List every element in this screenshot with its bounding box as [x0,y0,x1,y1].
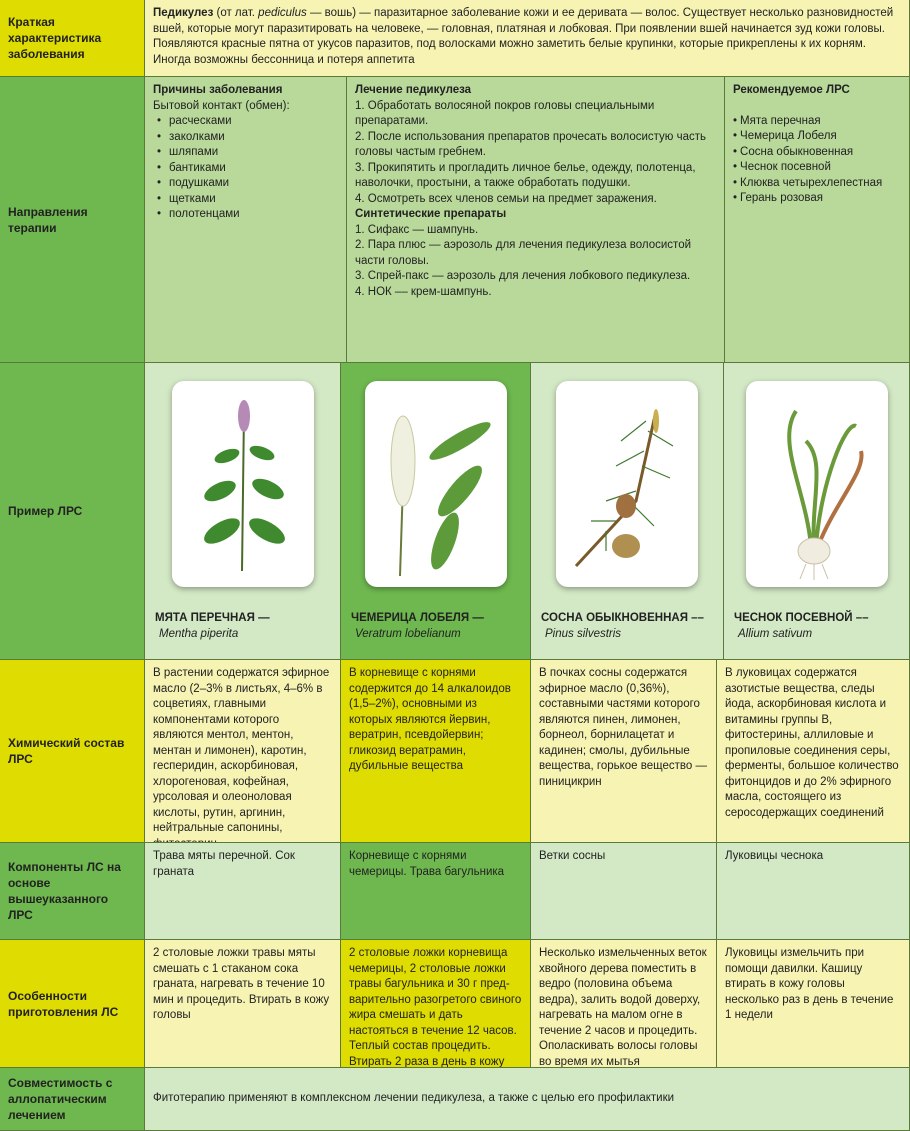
row-label-therapy: Направления терапии [0,77,145,363]
plant-name: ЧЕМЕРИЦА ЛОБЕЛЯ — [351,612,484,624]
plant-cell-garlic: ЧЕСНОК ПОСЕВНОЙ –– Allium sativum [724,363,910,660]
list-item: бантиками [153,161,338,177]
recommended-title: Рекомендуемое ЛРС [733,84,850,96]
components-cell: Трава мяты перечной. Сок граната [145,843,341,940]
mint-image [171,381,314,587]
plant-latin: Veratrum lobelianum [355,628,461,640]
row-label-compatibility: Совместимость с аллопатическим лечением [0,1068,145,1131]
row-label-summary: Краткая характеристика заболевания [0,0,145,77]
summary-text: Педикулез (от лат. pediculus — вошь) — п… [145,0,910,77]
row-label-chemistry: Химический состав ЛРС [0,660,145,843]
chemistry-cell: В почках сосны содержатся эфирное масло … [531,660,717,843]
treatment-cell: Лечение педикулеза 1. Обработать волосян… [347,77,725,363]
recommended-cell: Рекомендуемое ЛРС Мята перечная Чемерица… [725,77,910,363]
plant-cell-mint: МЯТА ПЕРЕЧНАЯ — Mentha piperita [145,363,341,660]
pine-image [556,381,698,587]
components-cell: Ветки сосны [531,843,717,940]
causes-cell: Причины заболевания Бытовой контакт (обм… [145,77,347,363]
list-item: полотенцами [153,207,338,223]
list-item: заколками [153,130,338,146]
plant-latin: Pinus silvestris [545,628,622,640]
preparation-cell: Луковицы измельчить при помощи давилки. … [717,940,910,1068]
list-item: Сосна обыкновенная [733,145,901,161]
list-item: Чемерица Лобеля [733,129,901,145]
plant-cell-veratrum: ЧЕМЕРИЦА ЛОБЕЛЯ — Veratrum lobelianum [341,363,531,660]
compatibility-text: Фитотерапию применяют в комплексном лече… [145,1068,910,1131]
list-item: 3. Спрей-пакс — аэрозоль для лечения лоб… [355,270,691,282]
list-item: щетками [153,192,338,208]
chemistry-cell: В корневище с корнями содержится до 14 а… [341,660,531,843]
veratrum-image [364,381,507,587]
preparation-cell: Несколько измельченных веток хвойного де… [531,940,717,1068]
list-item: 4. Осмотреть всех членов семьи на предме… [355,192,657,205]
summary-latin: pediculus [258,7,307,19]
list-item: 2. Пара плюс — аэрозоль для лечения педи… [355,239,692,267]
summary-part: (от лат. [213,7,259,19]
components-cell: Корневище с корнями чемерицы. Трава багу… [341,843,531,940]
list-item: шляпами [153,145,338,161]
list-item: Клюква четырехлепестная [733,176,901,192]
treatment-title: Лечение педикулеза [355,84,472,96]
row-label-components: Компоненты ЛС на основе вышеуказанного Л… [0,843,145,940]
list-item: 4. НОК –– крем-шампунь. [355,285,492,298]
plant-name: ЧЕСНОК ПОСЕВНОЙ –– [734,612,869,624]
plant-name: МЯТА ПЕРЕЧНАЯ — [155,612,270,624]
list-item: 1. Сифакс — шампунь. [355,223,479,236]
list-item: подушками [153,176,338,192]
preparation-cell: 2 столовые ложки травы мяты смешать с 1 … [145,940,341,1068]
list-item: Герань розовая [733,191,901,207]
components-cell: Луковицы чеснока [717,843,910,940]
synthetic-title: Синтетические препараты [355,208,507,220]
row-label-preparation: Особенности приготовления ЛС [0,940,145,1068]
list-item: Чеснок посевной [733,160,901,176]
summary-body: — вошь) — паразитарное заболевание кожи … [153,7,894,66]
plant-name: СОСНА ОБЫКНОВЕННАЯ –– [541,612,704,624]
plant-latin: Mentha piperita [159,628,239,640]
list-item: расческами [153,114,338,130]
chemistry-cell: В растении содержатся эфирное масло (2–3… [145,660,341,843]
list-item: 1. Обработать волосяной покров головы сп… [355,99,655,128]
preparation-cell: 2 столовые ложки корневища чемерицы, 2 с… [341,940,531,1068]
causes-title: Причины заболевания [153,84,283,96]
list-item: 2. После использования препаратов прочес… [355,130,707,159]
recommended-list: Мята перечная Чемерица Лобеля Сосна обык… [733,114,901,207]
plant-latin: Allium sativum [738,628,813,640]
plant-cell-pine: СОСНА ОБЫКНОВЕННАЯ –– Pinus silvestris [531,363,724,660]
list-item: Мята перечная [733,114,901,130]
garlic-image [745,381,888,587]
list-item: 3. Прокипятить и прогладить личное белье… [355,161,696,190]
row-label-example: Пример ЛРС [0,363,145,660]
causes-subtitle: Бытовой контакт (обмен): [153,99,290,112]
causes-list: расческами заколками шляпами бантиками п… [153,114,338,223]
chemistry-cell: В луковицах содержатся азотистые веществ… [717,660,910,843]
summary-term: Педикулез [153,7,214,19]
